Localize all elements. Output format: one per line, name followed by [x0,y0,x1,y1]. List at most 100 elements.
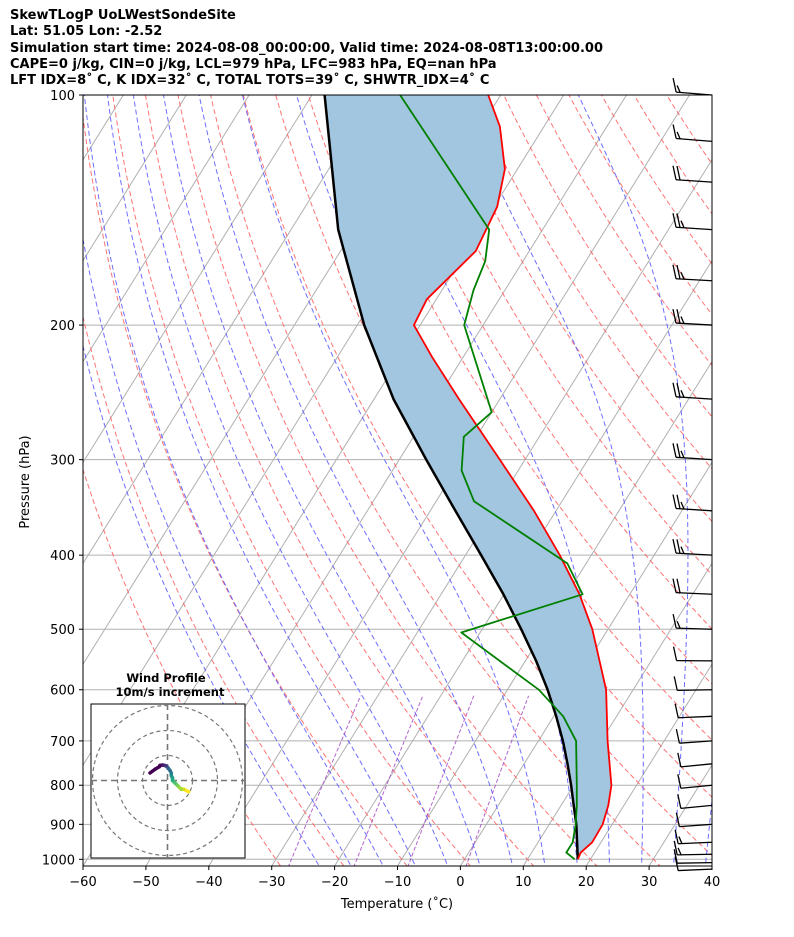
barb-flag [672,264,677,279]
x-tick-label: −40 [195,875,222,890]
wind-barb [672,539,713,556]
wind-barb [673,840,713,856]
wind-barb [672,77,713,96]
dry-adiabat [83,113,408,866]
barb-shaft [675,552,713,556]
barb-flag [672,382,677,397]
moist-adiabat [163,95,481,866]
barb-flag [680,220,685,229]
time-line: Simulation start time: 2024-08-08_00:00:… [10,40,603,56]
dry-adiabat [83,314,345,866]
x-tick-label: −20 [321,875,348,890]
barb-flag [676,309,681,324]
wind-barb [677,794,713,810]
wind-barb [672,443,713,461]
isotherm-line [396,360,712,866]
barb-flag [676,131,681,140]
mixing-ratio-line [407,695,475,866]
y-tick-label: 600 [50,684,75,699]
parcel-profile-line [323,95,580,860]
moist-adiabat [198,95,514,866]
isotherm-line [767,95,794,879]
barb-flag [676,165,681,181]
barb-shaft [675,278,713,282]
wind-barb [672,613,713,630]
y-tick-label: 100 [50,89,75,104]
barb-flag [673,840,678,856]
barb-flag [672,77,677,93]
dry-adiabat [373,95,712,630]
barb-flag [672,308,677,324]
chart-title: SkewTLogP UoLWestSondeSite [10,8,236,23]
barb-shaft [676,627,713,630]
barb-flag [676,494,681,509]
barb-shaft [679,823,713,828]
x-tick-label: −10 [384,875,411,890]
wind-barb [673,849,713,864]
dry-adiabat [666,95,712,165]
isotherm-line [83,95,376,565]
dry-adiabat [112,95,472,866]
barb-shaft [680,763,713,768]
shaded-area [324,95,612,860]
dry-adiabat [177,95,598,866]
barb-shaft [677,861,713,864]
dry-adiabat [275,95,712,798]
barb-shaft [678,715,713,719]
temperature-line [413,95,613,860]
chart-header: SkewTLogP UoLWestSondeSite Lat: 51.05 Lo… [10,8,603,89]
hodograph-plot [91,704,245,858]
moist-adiabat [83,344,320,866]
dry-adiabat [568,95,712,316]
barb-shaft [677,853,713,856]
isotherm-line [522,562,712,866]
indices-line: LFT IDX=8˚ C, K IDX=32˚ C, TOTAL TOTS=39… [10,73,490,89]
wind-barb [672,308,713,326]
wind-barb [672,578,713,595]
barb-flag [676,443,681,458]
x-tick-label: −30 [258,875,285,890]
location-line: Lat: 51.05 Lon: -2.52 [10,24,163,40]
mixing-ratio-line [465,695,530,866]
moist-adiabat [83,236,352,866]
moist-adiabat [132,95,449,866]
wind-barb [672,213,713,231]
dry-adiabat [144,95,535,866]
wind-barb [677,752,713,768]
barb-flag [680,546,685,554]
x-axis-label: Temperature (˚C) [340,896,453,912]
barb-flag [672,646,678,661]
barb-flag [672,443,677,458]
barb-flag [675,812,681,827]
hodograph-ring [116,729,219,832]
barb-flag [672,539,677,554]
barb-flag [675,729,681,744]
x-tick-label: −60 [69,875,96,890]
wind-barb [677,774,713,789]
wind-barb [674,703,713,719]
barb-shaft [675,179,713,183]
hodograph-title: Wind Profile [126,671,206,685]
x-tick-label: 10 [515,875,532,890]
wind-barb [672,124,713,143]
barb-flag [674,703,679,718]
moist-adiabat [107,95,416,866]
y-tick-label: 800 [50,779,75,794]
y-tick-label: 500 [50,623,75,638]
barb-flag [677,752,682,767]
barb-shaft [678,868,713,872]
dry-adiabat [601,95,712,265]
barb-flag [672,165,677,180]
barb-shaft [675,396,713,400]
isotherm-line [711,865,712,866]
isotherm-line [83,95,187,262]
barb-shaft [675,456,713,461]
barb-flag [676,213,681,228]
y-axis-label: Pressure (hPa) [18,435,33,528]
wind-barb [672,646,713,662]
wind-barb [672,165,713,183]
barb-shaft [680,804,713,810]
wind-barb [672,382,713,400]
barb-flag [680,390,685,398]
isotherm-line [585,663,712,866]
